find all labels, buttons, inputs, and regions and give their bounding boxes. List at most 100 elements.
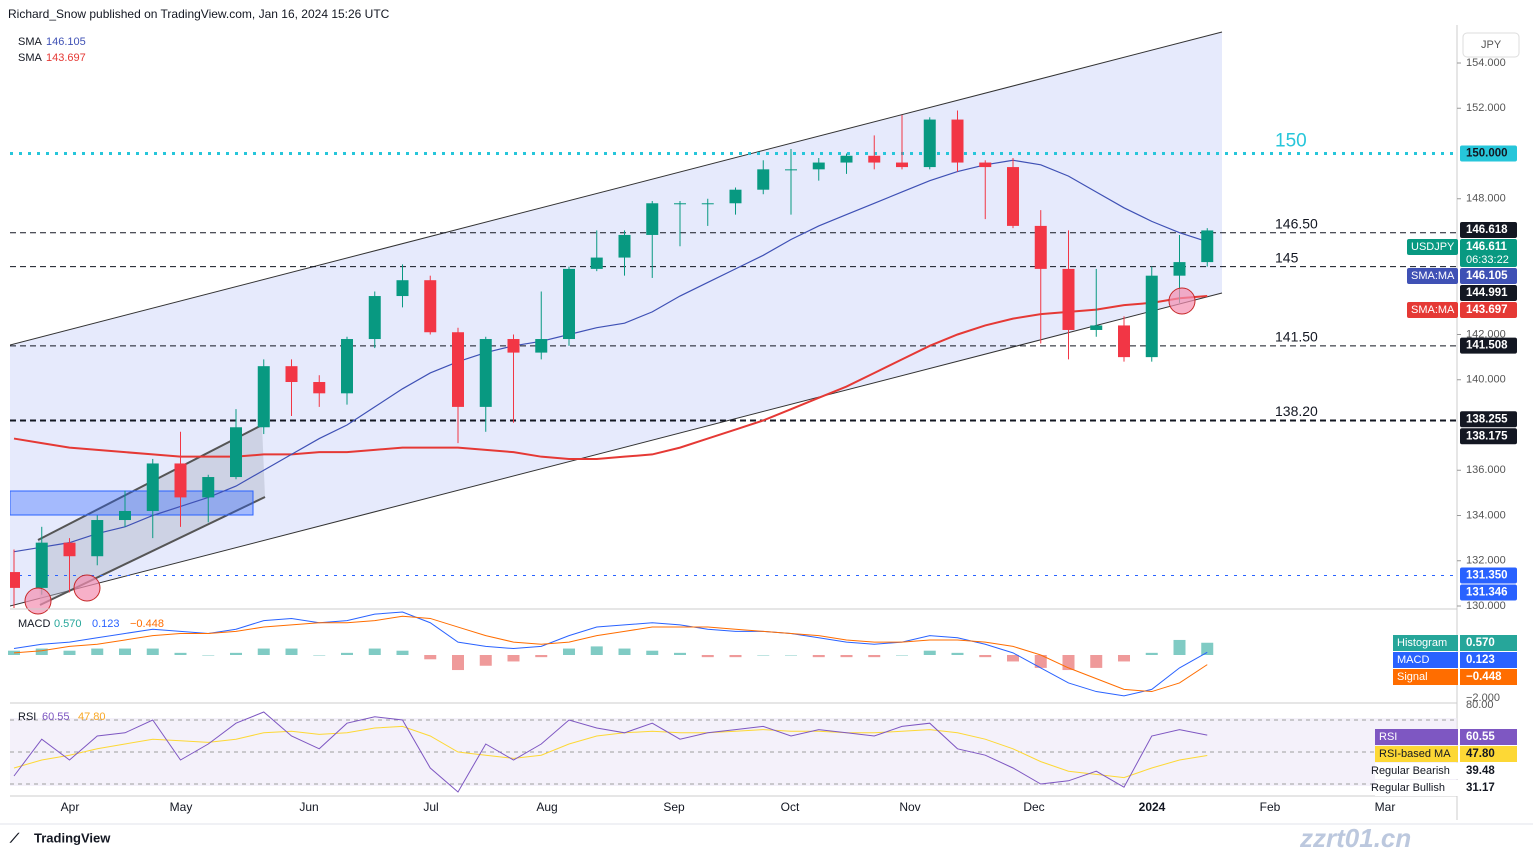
logo: TradingView (34, 830, 111, 845)
x-tick-label: Mar (1375, 800, 1396, 814)
sma-line (13, 295, 1208, 460)
candle-body (507, 339, 520, 353)
price-tag-text: 143.697 (1466, 304, 1508, 316)
candle-body (1118, 325, 1130, 358)
x-tick-label: Apr (61, 800, 80, 814)
x-tick-label: Aug (536, 800, 557, 814)
candle-body (1034, 225, 1047, 269)
rsi-title: RSI (18, 711, 36, 723)
y-tick-label: 154.000 (1466, 57, 1506, 69)
tag-name: MACD (1397, 654, 1429, 666)
macd-histogram-bar (868, 655, 881, 658)
macd-histogram-bar (479, 655, 492, 666)
macd-histogram-bar (896, 655, 908, 656)
price-tag-text: 150.000 (1466, 148, 1508, 160)
tag-name: Histogram (1397, 637, 1447, 649)
level-label: 150 (1275, 131, 1307, 152)
x-tick-label: Nov (899, 800, 920, 814)
macd-histogram-bar (1173, 639, 1186, 655)
candle-body (868, 155, 881, 163)
macd-histogram-bar (812, 655, 825, 658)
price-tag (1460, 337, 1517, 354)
price-tag (1460, 239, 1517, 268)
candle-body (452, 332, 464, 407)
price-tag (1460, 285, 1517, 302)
candle-body (396, 280, 409, 297)
candle-body (424, 280, 437, 333)
currency-button[interactable] (1462, 32, 1520, 58)
candle-body (646, 203, 659, 235)
macd-histogram-bar (563, 648, 575, 655)
y-tick-label: 140.000 (1466, 374, 1506, 386)
rsi-tick-label: 80.00 (1466, 699, 1494, 711)
candle-body (923, 119, 936, 168)
candle-body (701, 203, 714, 205)
indicator-tag-text: 0.123 (1466, 654, 1495, 666)
y-tick-label: 134.000 (1466, 509, 1506, 521)
macd-histogram-bar (1201, 642, 1214, 655)
x-tick-label: May (170, 800, 193, 814)
y-tick-label: 136.000 (1466, 464, 1506, 476)
macd-histogram-bar (785, 655, 797, 656)
indicator-tag (1460, 652, 1517, 668)
y-tick-label: 148.000 (1466, 193, 1506, 205)
candle-body (1173, 262, 1186, 276)
macd-histogram-bar (119, 648, 131, 655)
logo-icon: ⟋ (9, 830, 20, 845)
tag-name-box (1375, 763, 1458, 779)
channel-top (10, 31, 1223, 346)
candle-body (618, 234, 631, 258)
tag-name-box (1407, 268, 1458, 285)
macd-histogram-bar (701, 655, 714, 658)
price-pane (10, 110, 1457, 608)
tag-name: RSI-based MA (1379, 748, 1451, 760)
price-tag-text: 146.618 (1466, 224, 1508, 236)
candle-body (257, 366, 270, 428)
signal-line (13, 615, 1208, 693)
macd-histogram-bar (174, 652, 187, 655)
legend-name: SMA (18, 36, 43, 48)
x-tick-label: Oct (781, 800, 800, 814)
legend-name: SMA (18, 52, 43, 64)
tag-name: SMA:MA (1411, 270, 1455, 282)
candle-body (1062, 268, 1075, 330)
macd-histogram-bar (618, 648, 631, 655)
price-tag (1460, 428, 1517, 445)
tag-name-box (1393, 635, 1458, 651)
macd-histogram-bar (757, 655, 770, 656)
indicator-tag-text: 47.80 (1466, 748, 1495, 760)
channel (10, 32, 1222, 606)
macd-histogram-bar (341, 652, 353, 655)
candle-body (313, 382, 326, 394)
price-tag (1460, 567, 1517, 584)
price-tag-text: 131.346 (1466, 586, 1508, 598)
price-tag-text: 138.255 (1466, 413, 1508, 425)
x-tick-label: Feb (1260, 800, 1281, 814)
candle-body (1201, 230, 1214, 263)
macd-histogram-bar (285, 648, 298, 655)
indicator-tag-text: 39.48 (1466, 765, 1495, 777)
indicator-tag-text: 0.570 (1466, 637, 1495, 649)
macd-histogram-bar (230, 652, 242, 655)
tag-name-box (1375, 746, 1458, 762)
price-tag-text: 146.105 (1466, 270, 1508, 282)
level-label: 138.20 (1275, 403, 1318, 419)
macd-histogram-bar (1034, 655, 1047, 668)
macd-histogram-bar (146, 648, 159, 655)
candle-body (785, 169, 797, 171)
macd-histogram-bar (535, 655, 548, 658)
macd-histogram-bar (590, 646, 603, 655)
macd-tick-label: −2.000 (1466, 692, 1500, 704)
macd-histogram-bar (674, 652, 686, 655)
y-tick-label: 142.000 (1466, 328, 1506, 340)
candle-body (479, 339, 492, 407)
y-tick-label: 130.000 (1466, 600, 1506, 612)
macd-histogram-bar (313, 655, 326, 656)
indicator-tag (1460, 780, 1517, 796)
price-tag-text: 146.611 (1466, 241, 1508, 253)
candle-body (35, 542, 48, 588)
macd-legend-value: 0.570 (54, 618, 82, 630)
level-label: 141.50 (1275, 329, 1318, 345)
tag-name: Regular Bullish (1371, 782, 1445, 794)
